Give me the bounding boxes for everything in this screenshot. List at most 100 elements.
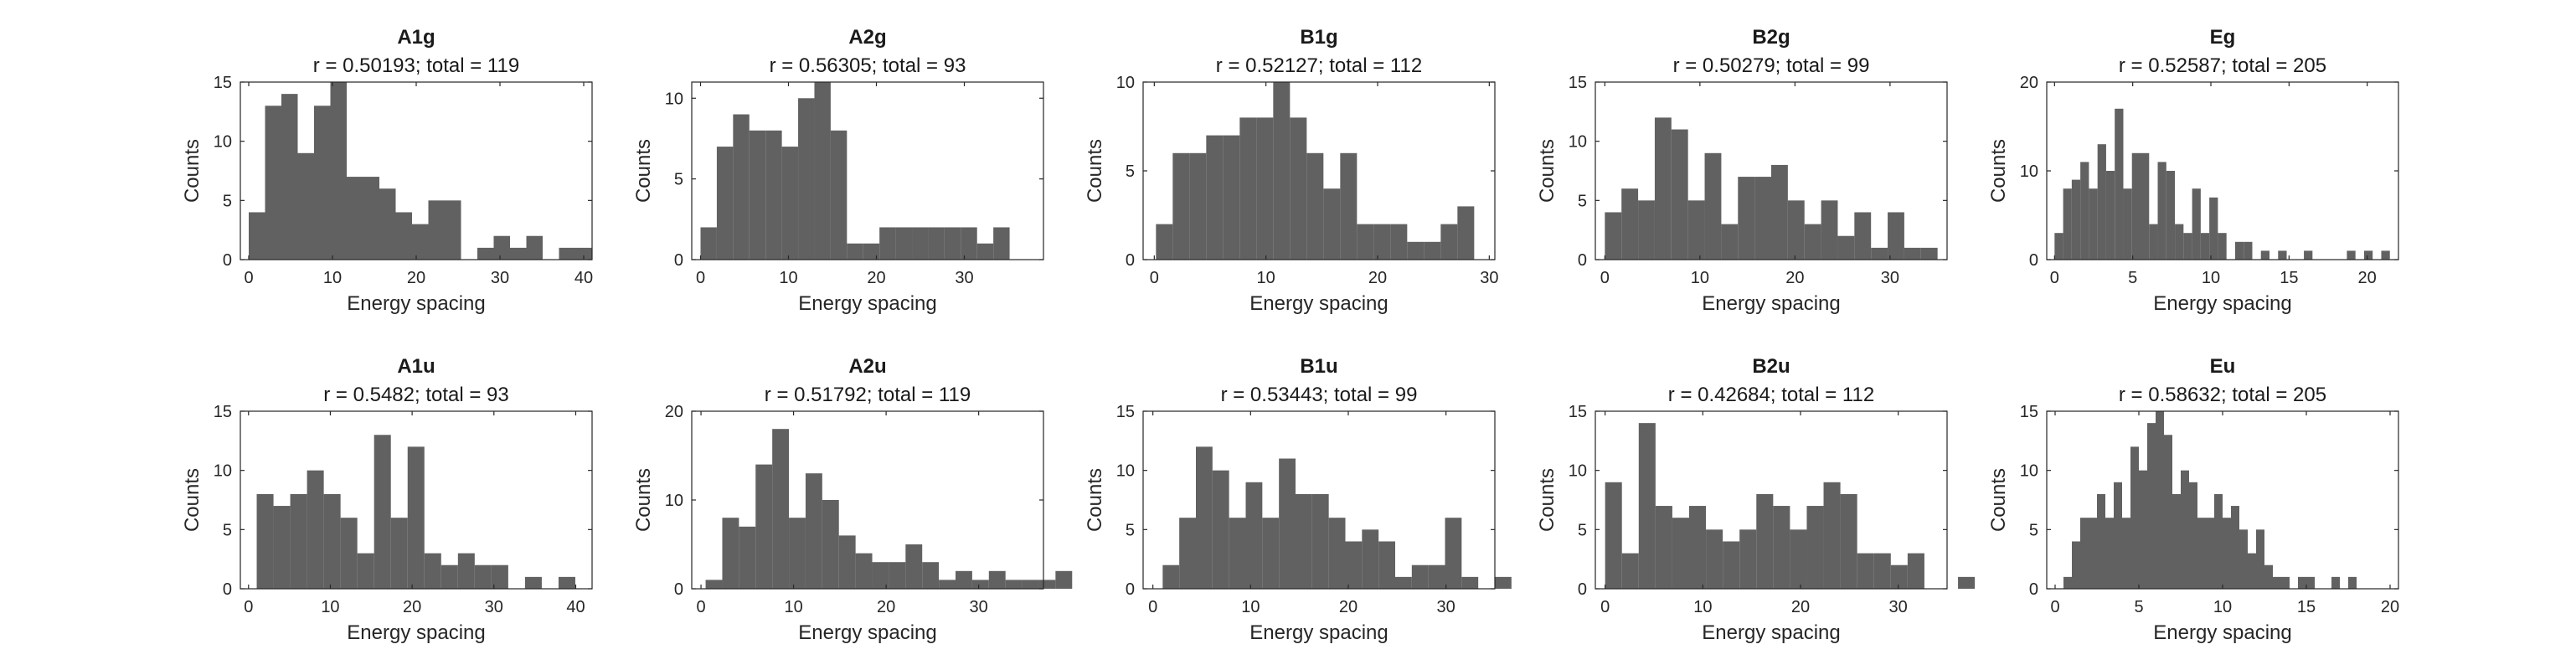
bar: [1638, 423, 1656, 589]
panel-subtitle: r = 0.52127; total = 112: [1216, 54, 1422, 77]
bar: [2278, 250, 2287, 260]
x-tick-label: 30: [970, 598, 988, 616]
bar: [988, 570, 1006, 589]
panel-subtitle: r = 0.50279; total = 99: [1673, 54, 1870, 77]
bar: [2123, 188, 2132, 260]
bar: [1888, 212, 1904, 260]
x-tick-label: 30: [1437, 598, 1455, 616]
panel-b1g: 0 10 20 30 0 5 10 B1g r = 0.52127; total = 112 En…: [1084, 26, 1498, 315]
bar: [1854, 212, 1872, 260]
axes-box: [1595, 410, 1948, 590]
bar: [822, 500, 839, 589]
bar: [2200, 233, 2210, 260]
x-tick-label: 30: [485, 598, 503, 616]
bar: [1328, 518, 1346, 589]
bar: [2156, 411, 2164, 589]
bar: [1721, 224, 1739, 260]
x-tick-label: 20: [403, 598, 421, 616]
bar: [716, 147, 734, 260]
bar: [939, 580, 956, 589]
bar: [314, 106, 331, 260]
bar: [1189, 152, 1207, 260]
y-tick-label: 15: [1569, 403, 1587, 421]
bar: [739, 526, 756, 589]
x-axis-label: Energy spacing: [1249, 621, 1388, 644]
y-tick-label: 5: [223, 192, 232, 210]
bar: [1022, 580, 1039, 589]
y-tick-label: 5: [1578, 192, 1587, 210]
axes-box: [691, 81, 1044, 260]
y-axis-label: Counts: [1084, 468, 1106, 532]
bar: [1296, 493, 1312, 589]
bar: [2157, 162, 2166, 260]
bar: [895, 227, 913, 260]
bar: [558, 576, 575, 589]
x-tick-label: 30: [491, 269, 509, 287]
x-tick-label: 10: [1693, 598, 1712, 616]
axes-box: [1142, 410, 1496, 590]
y-axis-label: Counts: [181, 468, 204, 532]
bar: [1196, 446, 1213, 589]
bar: [457, 553, 475, 589]
bar: [765, 130, 782, 260]
x-tick-label: 20: [2381, 598, 2399, 616]
panel-title: B2u: [1752, 355, 1790, 378]
bar: [2306, 576, 2315, 589]
bar: [1378, 541, 1395, 589]
y-tick-label: 15: [1116, 403, 1135, 421]
panel-title: B1g: [1300, 26, 1337, 49]
bar: [2131, 152, 2141, 260]
bar: [363, 177, 379, 260]
bar: [1754, 177, 1771, 260]
x-tick-label: 20: [1368, 269, 1387, 287]
panel-subtitle: r = 0.53443; total = 99: [1221, 384, 1418, 406]
x-axis-label: Energy spacing: [1249, 292, 1388, 315]
bar: [1671, 129, 1688, 260]
bar: [2080, 162, 2089, 260]
bar: [1005, 580, 1023, 589]
x-tick-label: 20: [1785, 269, 1804, 287]
y-tick-label: 0: [2029, 580, 2038, 599]
bar: [297, 152, 314, 260]
bar: [1424, 241, 1441, 260]
bar: [307, 470, 324, 589]
bar: [2209, 197, 2218, 260]
bar: [323, 493, 341, 589]
y-axis-label: Counts: [632, 468, 655, 532]
bar: [789, 518, 806, 589]
panel-eg: 0 5 10 15 20 0 10 20 Eg r = 0.52587; total = 205 E…: [1987, 26, 2399, 315]
y-tick-label: 10: [1569, 462, 1587, 481]
bar: [863, 243, 880, 260]
x-tick-label: 0: [244, 598, 253, 616]
bar: [1239, 117, 1257, 260]
panel-title: B1u: [1300, 355, 1337, 378]
bar: [2141, 152, 2150, 260]
y-tick-label: 0: [223, 251, 232, 270]
x-tick-label: 15: [2280, 269, 2298, 287]
x-tick-label: 0: [696, 598, 705, 616]
y-tick-label: 10: [2020, 162, 2038, 181]
y-axis-label: Counts: [1987, 139, 2010, 203]
bar: [814, 82, 831, 260]
bar: [2175, 224, 2184, 260]
bar: [2164, 435, 2172, 589]
bar: [1279, 458, 1296, 589]
bar: [2264, 564, 2273, 589]
bar: [347, 177, 363, 260]
bar: [1055, 570, 1073, 589]
bar: [1340, 152, 1358, 260]
bar: [1771, 164, 1788, 260]
x-tick-label: 20: [407, 269, 425, 287]
y-tick-label: 0: [1126, 580, 1135, 599]
bar: [1390, 224, 1408, 260]
bar: [340, 518, 358, 589]
bar: [1871, 247, 1888, 260]
bar: [1806, 506, 1824, 589]
bar: [273, 506, 291, 589]
bar: [1756, 493, 1774, 589]
bar: [1605, 482, 1622, 589]
bar: [1654, 117, 1672, 260]
x-tick-label: 0: [244, 269, 253, 287]
bar: [700, 227, 717, 260]
bar: [1262, 518, 1280, 589]
